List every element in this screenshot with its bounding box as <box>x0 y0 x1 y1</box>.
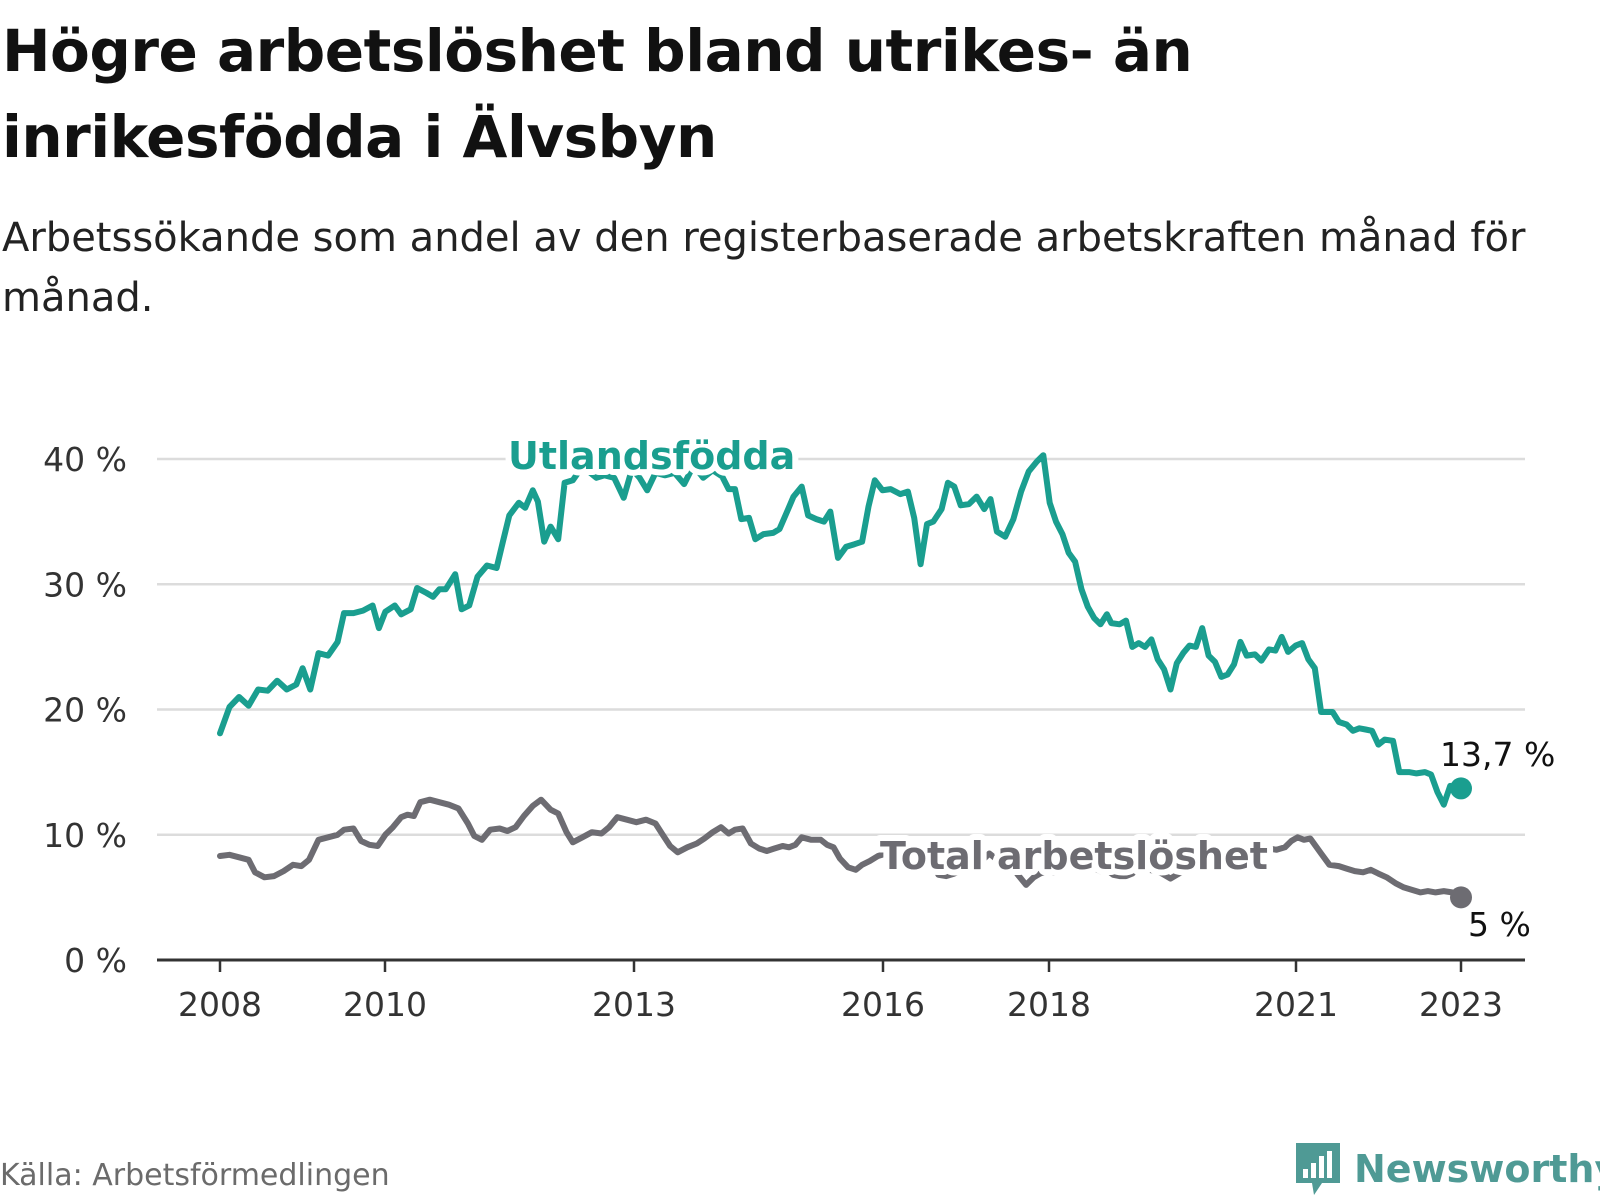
svg-text:Utlandsfödda: Utlandsfödda <box>508 434 795 478</box>
svg-text:13,7 %: 13,7 % <box>1440 735 1555 774</box>
x-tick-label: 2013 <box>592 985 676 1024</box>
source-note: Källa: Arbetsförmedlingen <box>0 1158 390 1193</box>
end-label-utlandsfodda: 13,7 %13,7 % <box>1434 729 1561 780</box>
svg-text:Total arbetslöshet: Total arbetslöshet <box>880 834 1268 878</box>
svg-text:Utlandsfödda: Utlandsfödda <box>508 434 795 478</box>
svg-text:5 %: 5 % <box>1468 905 1531 944</box>
x-tick-label: 2008 <box>178 985 262 1024</box>
series-lines <box>217 452 1472 909</box>
x-tick-label: 2010 <box>343 985 427 1024</box>
end-label-total: 5 %5 % <box>1462 899 1537 950</box>
series-end-point <box>1450 777 1472 800</box>
brand-logo: Newsworthy <box>1292 1138 1600 1200</box>
grid-lines <box>157 457 1525 836</box>
x-tick-label: 2016 <box>841 985 925 1024</box>
y-tick-label: 30 % <box>43 565 127 604</box>
y-axis-ticks: 0 % 10 % 20 % 30 % 40 % <box>43 440 127 980</box>
x-tick-label: 2023 <box>1419 985 1503 1024</box>
series-line-utlandsfodda <box>217 452 1464 808</box>
svg-text:13,7 %: 13,7 % <box>1440 735 1555 774</box>
newsworthy-logo-icon <box>1296 1143 1340 1195</box>
chart-title: Högre arbetslöshet bland utrikes- än inr… <box>2 17 1193 171</box>
y-tick-label: 0 % <box>64 941 127 980</box>
series-line-total <box>217 796 1464 901</box>
brand-name: Newsworthy <box>1354 1147 1600 1191</box>
x-tick-label: 2018 <box>1007 985 1091 1024</box>
x-tick-label: 2021 <box>1254 985 1338 1024</box>
svg-text:Total arbetslöshet: Total arbetslöshet <box>880 834 1268 878</box>
chart-subtitle: Arbetssökande som andel av den registerb… <box>2 215 1526 321</box>
y-tick-label: 10 % <box>43 816 127 855</box>
series-end-point <box>1450 886 1472 909</box>
y-tick-label: 20 % <box>43 691 127 730</box>
y-tick-label: 40 % <box>43 440 127 479</box>
x-axis-ticks: 2008 2010 2013 2016 2018 2021 2023 <box>178 960 1503 1024</box>
svg-text:5 %: 5 % <box>1468 905 1531 944</box>
